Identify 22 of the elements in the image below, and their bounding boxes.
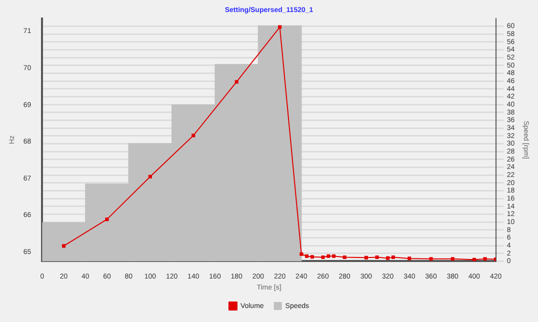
point — [105, 218, 109, 222]
point — [342, 256, 346, 260]
point — [310, 255, 314, 259]
point — [408, 256, 412, 260]
point — [278, 25, 282, 29]
point — [429, 257, 433, 261]
point — [300, 252, 304, 256]
point — [148, 174, 152, 178]
point — [375, 256, 379, 260]
point — [305, 254, 309, 258]
point — [62, 244, 66, 248]
point — [364, 256, 368, 260]
point — [391, 256, 395, 260]
point — [483, 257, 487, 261]
point — [321, 256, 325, 260]
point — [386, 256, 390, 260]
point — [234, 80, 238, 84]
point — [332, 254, 336, 258]
point — [192, 134, 196, 138]
point — [472, 258, 476, 262]
point — [450, 257, 454, 261]
point — [326, 254, 330, 258]
